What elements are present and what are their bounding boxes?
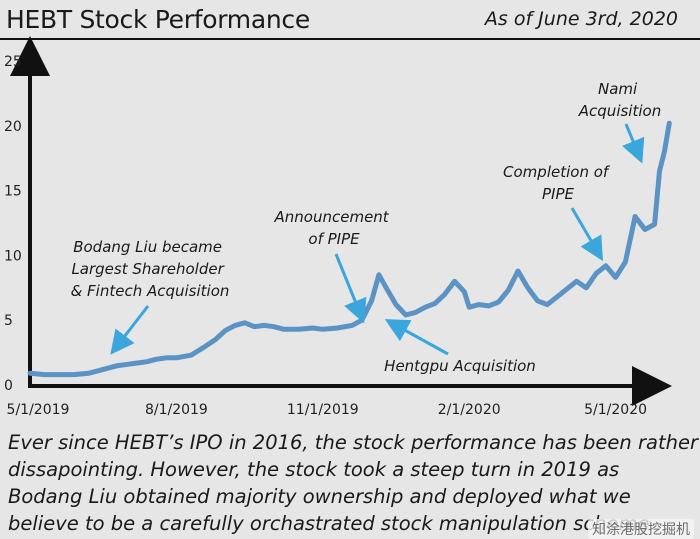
annotation-pipe-line-1: Announcement (274, 208, 390, 226)
y-tick-labels: 0 5 10 15 20 25 (4, 54, 22, 394)
x-tick-label-4: 5/1/2020 (584, 402, 647, 418)
annotations: Bodang Liu became Largest Shareholder & … (71, 80, 662, 375)
arrow-completion (570, 207, 604, 262)
annotation-completion: Completion of PIPE (503, 163, 613, 203)
page-title: HEBT Stock Performance (6, 5, 310, 34)
annotation-nami-line-1: Nami (598, 80, 638, 98)
annotation-nami-line-2: Acquisition (578, 102, 661, 120)
annotation-bodang-line-1: Bodang Liu became (73, 238, 222, 256)
annotation-pipe: Announcement of PIPE (274, 208, 394, 248)
annotation-bodang-line-2: Largest Shareholder (71, 260, 224, 278)
y-tick-label-15: 15 (4, 184, 22, 200)
arrow-pipe (334, 253, 367, 324)
y-tick-label-25: 25 (4, 54, 22, 70)
y-tick-label-10: 10 (4, 248, 22, 264)
x-tick-label-1: 8/1/2019 (145, 402, 208, 418)
arrow-bodang (110, 305, 150, 355)
series-line-hebt (27, 120, 672, 378)
y-tick-label-0: 0 (4, 378, 13, 394)
x-tick-label-2: 11/1/2019 (287, 402, 359, 418)
arrow-nami (622, 123, 645, 164)
x-tick-label-0: 5/1/2019 (7, 402, 70, 418)
annotation-bodang: Bodang Liu became Largest Shareholder & … (71, 238, 230, 300)
x-tick-label-3: 2/1/2020 (438, 402, 501, 418)
annotation-nami: Nami Acquisition (578, 80, 661, 120)
annotation-hentgpu-line-1: Hentgpu Acquisition (384, 357, 536, 375)
annotation-completion-line-2: PIPE (542, 185, 575, 203)
watermark: 知涂港股挖掘机 (588, 519, 694, 539)
annotation-completion-line-1: Completion of (503, 163, 611, 181)
as-of-date: As of June 3rd, 2020 (484, 8, 678, 30)
arrow-hentgpu (384, 319, 449, 356)
x-tick-labels: 5/1/2019 8/1/2019 11/1/2019 2/1/2020 5/1/202… (7, 402, 647, 418)
stock-chart: 0 5 10 15 20 25 5/1/2019 8/1/2019 11/1/2019 2/1/… (0, 36, 700, 418)
annotation-bodang-line-3: & Fintech Acquisition (71, 282, 230, 300)
y-tick-label-5: 5 (4, 313, 13, 329)
caption-text: Ever since HEBT’s IPO in 2016, the stock… (8, 431, 698, 535)
annotation-hentgpu: Hentgpu Acquisition (384, 357, 536, 375)
y-tick-label-20: 20 (4, 119, 22, 135)
annotation-pipe-line-2: of PIPE (308, 230, 360, 248)
